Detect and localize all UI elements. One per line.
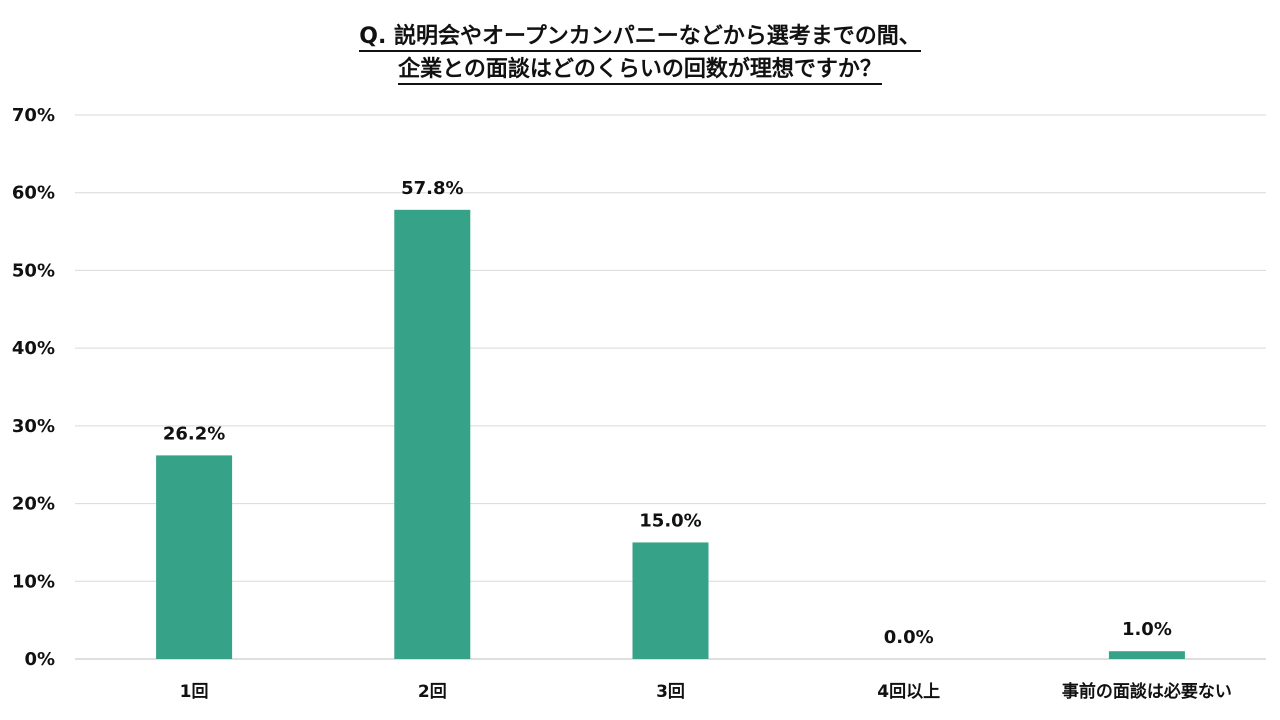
y-tick-label: 70% (12, 105, 55, 126)
data-labels: 26.2% 57.8% 15.0% 0.0% 1.0% (163, 178, 1172, 648)
x-tick-label: 4回以上 (877, 682, 940, 702)
data-label: 26.2% (163, 423, 225, 444)
bar (394, 209, 471, 659)
x-axis-tick-labels: 1回 2回 3回 4回以上 事前の面談は必要ない (180, 681, 1232, 702)
y-tick-label: 10% (12, 571, 55, 592)
x-tick-label: 3回 (656, 682, 685, 702)
y-axis-tick-labels: 0% 10% 20% 30% 40% 50% 60% 70% (12, 105, 55, 670)
y-tick-label: 30% (12, 416, 55, 437)
data-label: 0.0% (884, 627, 934, 648)
y-tick-label: 60% (12, 183, 55, 204)
y-tick-label: 0% (24, 649, 55, 670)
y-tick-label: 40% (12, 338, 55, 359)
data-label: 57.8% (401, 178, 463, 199)
bar (1108, 651, 1185, 659)
data-label: 15.0% (639, 510, 701, 531)
grid-lines (75, 114, 1266, 660)
x-tick-label: 2回 (418, 682, 447, 702)
bars (156, 209, 1185, 659)
y-tick-label: 50% (12, 260, 55, 281)
bar (156, 455, 233, 659)
y-tick-label: 20% (12, 494, 55, 515)
chart-title-line-2: 企業との面談はどのくらいの回数が理想ですか？ (0, 56, 1280, 85)
bar (632, 542, 709, 659)
x-tick-label: 事前の面談は必要ない (1062, 681, 1232, 702)
x-tick-label: 1回 (180, 682, 209, 702)
data-label: 1.0% (1122, 619, 1172, 640)
chart-title-line-1: Q. 説明会やオープンカンパニーなどから選考までの間、 (0, 23, 1280, 52)
